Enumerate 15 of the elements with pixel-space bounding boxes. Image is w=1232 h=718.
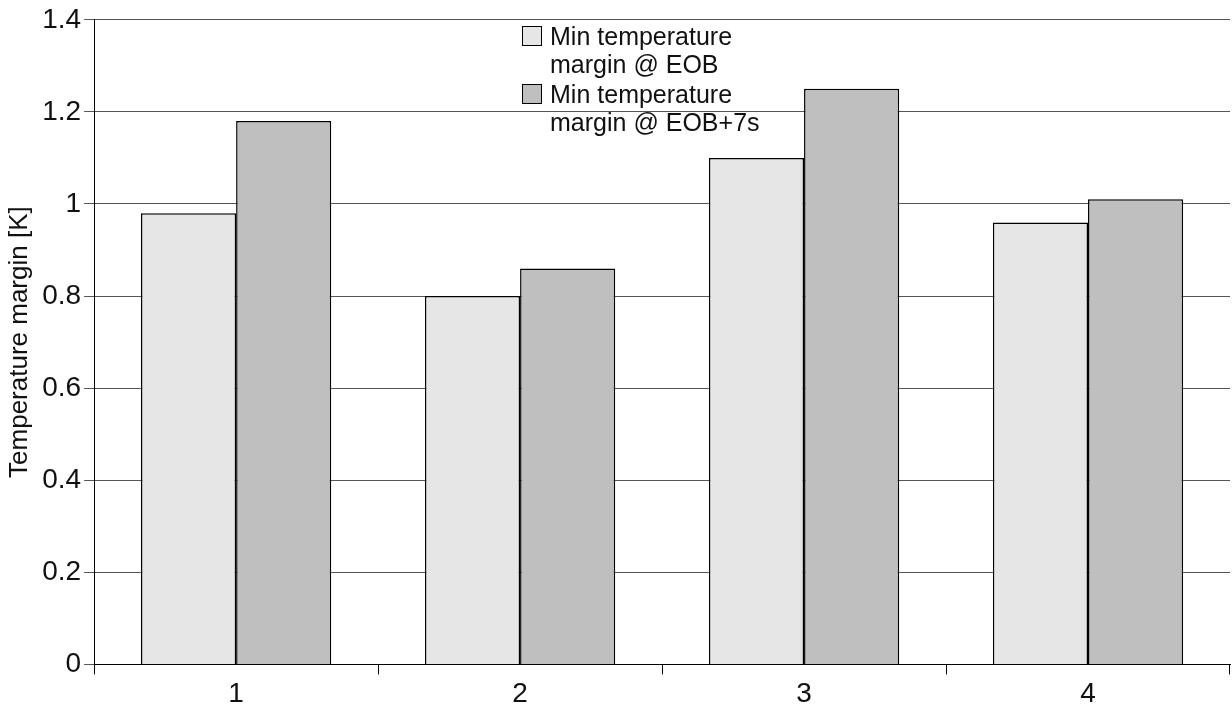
x-tick-label: 2 xyxy=(512,676,528,708)
x-tick-label: 1 xyxy=(228,676,244,708)
y-tick-label: 0.8 xyxy=(42,278,82,310)
y-tick-label: 1 xyxy=(65,186,82,218)
y-axis-title: Temperature margin [K] xyxy=(2,206,33,478)
y-tick-label: 0.6 xyxy=(42,370,82,402)
legend-label: Min temperature margin @ EOB+7s xyxy=(550,79,761,136)
y-tick-label: 1.2 xyxy=(42,94,82,126)
y-tick-label: 0.2 xyxy=(42,555,82,587)
x-tick-label: 3 xyxy=(796,676,812,708)
y-tick-label: 1.4 xyxy=(42,2,82,34)
y-tick-label: 0 xyxy=(65,647,82,679)
y-tick-label: 0.4 xyxy=(42,462,82,494)
x-tick-label: 4 xyxy=(1080,676,1096,708)
legend-label: Min temperature margin @ EOB xyxy=(550,21,734,78)
